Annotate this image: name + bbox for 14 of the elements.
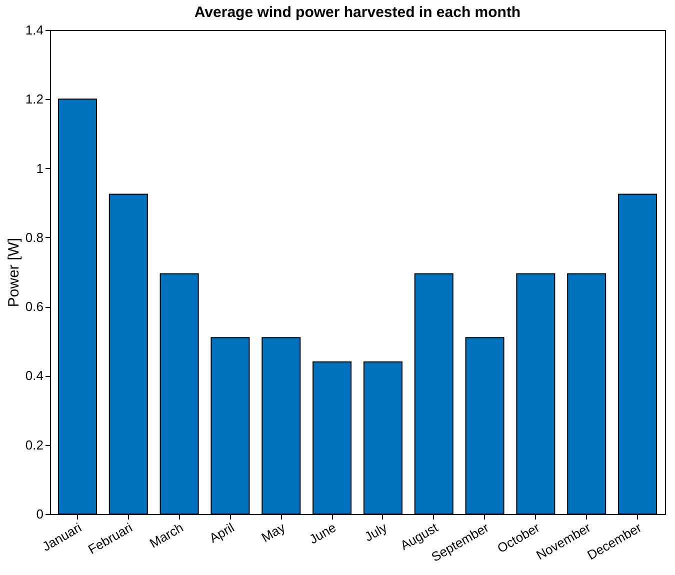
y-tick-label: 1.4	[25, 22, 44, 38]
x-tick-label: July	[362, 520, 390, 544]
y-tick-label: 0.6	[25, 299, 44, 314]
y-axis-title: Power [W]	[5, 238, 22, 308]
y-tick-label: 0.2	[25, 437, 44, 452]
y-tick-label: 0.8	[25, 230, 44, 245]
chart-title: Average wind power harvested in each month	[194, 4, 521, 21]
x-tick-label: May	[258, 520, 288, 546]
y-tick-label: 0	[36, 506, 44, 522]
x-tick-label: June	[306, 520, 339, 547]
x-tick-label: April	[206, 520, 237, 546]
y-tick-label: 1.2	[25, 92, 44, 107]
y-tick-label: 1	[36, 160, 44, 176]
y-tick-label: 0.4	[25, 368, 44, 384]
